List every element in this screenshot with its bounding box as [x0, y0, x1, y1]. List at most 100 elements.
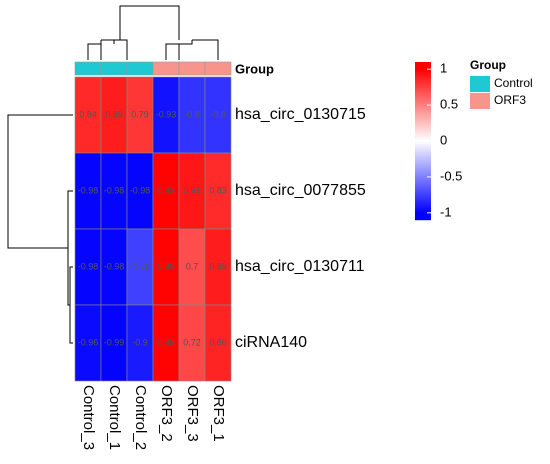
colorbar-step [415, 158, 431, 161]
cell-label: -0.9 [132, 337, 148, 347]
colorbar-step [415, 68, 431, 71]
colorbar-step [415, 212, 431, 215]
colorbar-step [415, 124, 431, 127]
colorbar-step [415, 130, 431, 133]
colorbar-step [415, 152, 431, 155]
colorbar-step [415, 190, 431, 193]
colorbar-step [415, 156, 431, 159]
colorbar-step [415, 202, 431, 205]
heat-cell [178, 228, 206, 306]
colorbar-step [415, 182, 431, 185]
group-cell [74, 61, 102, 76]
colorbar-step [415, 64, 431, 67]
colorbar-step [415, 76, 431, 79]
cell-label: -0.8 [184, 109, 200, 119]
cell-label: 0.99 [157, 261, 175, 271]
colorbar-step [415, 176, 431, 179]
colorbar-step [415, 188, 431, 191]
heat-cell [100, 228, 128, 306]
colorbar-step [415, 86, 431, 89]
colorbar-step [415, 108, 431, 111]
heat-cell [100, 304, 128, 382]
colorbar-step [415, 112, 431, 115]
cell-label: -0.75 [130, 261, 151, 271]
heat-cell [152, 76, 180, 154]
cell-label: 0.89 [105, 109, 123, 119]
heat-cell [100, 76, 128, 154]
colorbar-step [415, 146, 431, 149]
colorbar-step [415, 62, 431, 65]
cell-label: 0.86 [209, 337, 227, 347]
colorbar-step [415, 120, 431, 123]
heat-cell [204, 152, 232, 230]
colorbar-step [415, 100, 431, 103]
colorbar-step [415, 126, 431, 129]
cell-label: -0.98 [78, 185, 99, 195]
colorbar-step [415, 186, 431, 189]
colorbar-step [415, 106, 431, 109]
colorbar-step [415, 172, 431, 175]
legend-title: Group [470, 58, 506, 72]
colorbar-step [415, 192, 431, 195]
group-cell [178, 61, 206, 76]
colorbar-step [415, 208, 431, 211]
colorbar-step [415, 66, 431, 69]
colorbar-step [415, 92, 431, 95]
colorbar-step [415, 150, 431, 153]
colorbar-step [415, 160, 431, 163]
colorbar-step [415, 116, 431, 119]
y-tick-label: ciRNA140 [235, 334, 307, 351]
colorbar-step [415, 162, 431, 165]
legend-swatch [470, 93, 490, 109]
heat-cell [204, 228, 232, 306]
y-tick-label: hsa_circ_0077855 [235, 182, 366, 199]
cell-label: 0.84 [79, 109, 97, 119]
colorbar-step [415, 180, 431, 183]
colorbar-step [415, 170, 431, 173]
colorbar-step [415, 138, 431, 141]
colorbar-step [415, 178, 431, 181]
colorbar-step [415, 140, 431, 143]
colorbar-step [415, 132, 431, 135]
cell-label: -0.98 [104, 185, 125, 195]
colorbar-tick-label: -0.5 [440, 168, 462, 183]
x-tick-label: Control_3 [80, 385, 97, 450]
colorbar-step [415, 82, 431, 85]
annotation-label: Group [235, 61, 274, 76]
cell-label: 0.72 [183, 337, 201, 347]
x-tick-label: ORF3_3 [184, 385, 201, 442]
colorbar-step [415, 118, 431, 121]
group-cell [204, 61, 232, 76]
colorbar-step [415, 218, 431, 221]
colorbar-step [415, 174, 431, 177]
heat-cell [152, 304, 180, 382]
cell-label: 0.99 [157, 337, 175, 347]
colorbar-step [415, 72, 431, 75]
cell-label: 0.83 [209, 185, 227, 195]
column-dendrogram [87, 5, 219, 60]
legend-label: ORF3 [494, 93, 526, 107]
y-tick-label: hsa_circ_0130715 [235, 106, 366, 123]
legend-swatch [470, 76, 490, 92]
colorbar-step [415, 128, 431, 131]
legend-label: Control [494, 76, 533, 90]
heat-cell [126, 304, 154, 382]
cell-label: -0.99 [104, 337, 125, 347]
colorbar-step [415, 114, 431, 117]
x-tick-label: Control_2 [132, 385, 149, 450]
colorbar-step [415, 164, 431, 167]
colorbar-step [415, 102, 431, 105]
heat-cell [152, 228, 180, 306]
colorbar-step [415, 136, 431, 139]
colorbar-step [415, 142, 431, 145]
colorbar-step [415, 96, 431, 99]
colorbar-step [415, 168, 431, 171]
colorbar-step [415, 94, 431, 97]
colorbar-step [415, 98, 431, 101]
cell-label: -0.98 [78, 261, 99, 271]
colorbar-step [415, 166, 431, 169]
group-cell [100, 61, 128, 76]
x-tick-label: ORF3_1 [210, 385, 227, 442]
colorbar-step [415, 198, 431, 201]
colorbar-step [415, 216, 431, 219]
